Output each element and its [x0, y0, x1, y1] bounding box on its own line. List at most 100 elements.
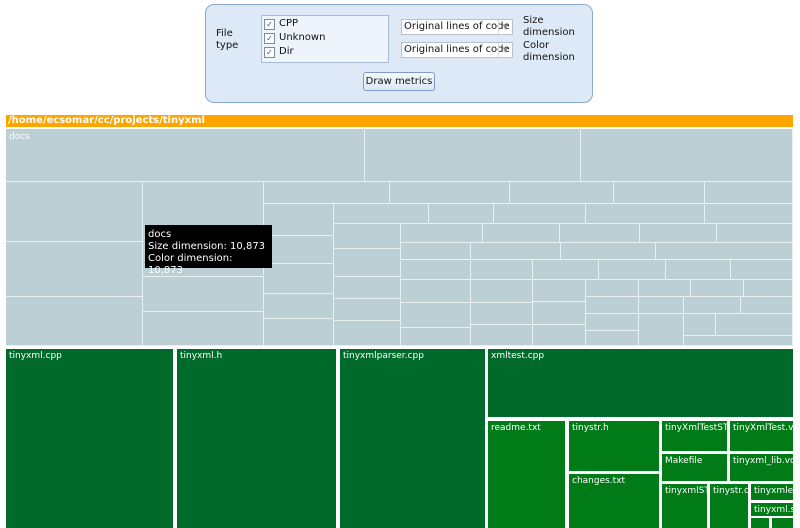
- chevron-down-icon: ▼: [498, 20, 512, 34]
- docs-cell[interactable]: [334, 277, 401, 299]
- treemap-file-tile[interactable]: tinyxmle: [751, 484, 793, 500]
- docs-cell[interactable]: [666, 260, 731, 280]
- docs-cell[interactable]: [716, 314, 793, 336]
- docs-cell[interactable]: [586, 297, 639, 314]
- docs-cell[interactable]: [264, 294, 334, 319]
- docs-cell[interactable]: [560, 224, 640, 243]
- docs-cell[interactable]: [483, 224, 560, 243]
- treemap-file-tile[interactable]: tinyxmlparser.cpp: [340, 349, 485, 528]
- treemap-file-tile[interactable]: tinyxml.s: [751, 503, 793, 516]
- docs-cell[interactable]: [533, 260, 599, 280]
- docs-cell[interactable]: [401, 243, 471, 260]
- docs-cell[interactable]: [471, 303, 533, 325]
- docs-cell[interactable]: [494, 204, 586, 224]
- color-dimension-label: Color dimension: [523, 40, 575, 63]
- treemap-file-tile[interactable]: readme.txt: [488, 421, 565, 528]
- docs-cell[interactable]: [705, 204, 793, 224]
- docs-cell[interactable]: [264, 236, 334, 264]
- treemap-file-tile[interactable]: changes.txt: [569, 474, 659, 528]
- treemap-file-tile[interactable]: tinyxml.h: [177, 349, 336, 528]
- docs-cell[interactable]: [731, 260, 793, 280]
- docs-cell[interactable]: [334, 299, 401, 321]
- checkbox-unknown[interactable]: ✓: [264, 33, 275, 44]
- docs-cell[interactable]: [401, 280, 471, 303]
- draw-metrics-button[interactable]: Draw metrics: [363, 72, 435, 91]
- treemap-docs-tile[interactable]: docs: [6, 129, 793, 346]
- docs-cell[interactable]: [510, 182, 614, 204]
- docs-cell[interactable]: [741, 297, 793, 314]
- docs-cell[interactable]: [6, 182, 143, 242]
- docs-cell[interactable]: [471, 260, 533, 280]
- docs-cell[interactable]: [264, 264, 334, 294]
- checkbox-cpp[interactable]: ✓: [264, 19, 275, 30]
- treemap-file-tile[interactable]: tinystr.h: [569, 421, 659, 471]
- treemap-file-tile[interactable]: tinyxmlST: [662, 484, 707, 528]
- treemap-file-tile[interactable]: [772, 518, 793, 528]
- tooltip-size-line: Size dimension: 10,873: [148, 241, 266, 252]
- treemap-file-tile[interactable]: tinystr.cpp: [710, 484, 748, 528]
- docs-cell[interactable]: [264, 204, 334, 236]
- checkbox-dir[interactable]: ✓: [264, 47, 275, 58]
- docs-cell[interactable]: [639, 280, 691, 297]
- docs-cell[interactable]: [639, 297, 684, 314]
- docs-cell[interactable]: [639, 314, 684, 346]
- docs-cell[interactable]: [401, 260, 471, 280]
- color-dimension-select[interactable]: Original lines of code ▼: [401, 42, 513, 58]
- docs-cell[interactable]: [6, 129, 365, 182]
- docs-cell[interactable]: [614, 182, 705, 204]
- docs-cell[interactable]: [6, 297, 143, 346]
- docs-cell[interactable]: [533, 280, 586, 302]
- docs-cell[interactable]: [143, 312, 264, 346]
- docs-cell[interactable]: [533, 325, 586, 346]
- treemap-file-tile[interactable]: xmltest.cpp: [488, 349, 793, 417]
- file-type-dir[interactable]: ✓ Dir: [264, 45, 294, 58]
- file-type-unknown[interactable]: ✓ Unknown: [264, 31, 325, 44]
- docs-cell[interactable]: [691, 280, 744, 297]
- docs-cell[interactable]: [401, 328, 471, 346]
- docs-cell[interactable]: [390, 182, 510, 204]
- docs-cell[interactable]: [705, 182, 793, 204]
- docs-cell[interactable]: [684, 297, 741, 314]
- treemap-file-tile[interactable]: tinyxml.cpp: [6, 349, 173, 528]
- docs-cell[interactable]: [586, 204, 705, 224]
- treemap-file-tile[interactable]: Makefile: [662, 454, 727, 481]
- docs-cell[interactable]: [471, 325, 533, 346]
- treemap-file-tile[interactable]: tinyxml_lib.vc: [730, 454, 793, 481]
- docs-cell[interactable]: [684, 314, 716, 336]
- docs-cell[interactable]: [656, 243, 793, 260]
- docs-cell[interactable]: [684, 336, 793, 346]
- file-label: changes.txt: [572, 476, 626, 486]
- docs-cell[interactable]: [717, 224, 793, 243]
- docs-cell[interactable]: [264, 319, 334, 346]
- docs-cell[interactable]: [143, 277, 264, 312]
- current-path-bar[interactable]: /home/ecsomar/cc/projects/tinyxml: [6, 115, 793, 127]
- docs-cell[interactable]: [471, 243, 561, 260]
- docs-cell[interactable]: [365, 129, 581, 182]
- docs-cell[interactable]: [401, 224, 483, 243]
- docs-cell[interactable]: [264, 182, 390, 204]
- docs-cell[interactable]: [586, 314, 639, 331]
- docs-label: docs: [9, 132, 30, 142]
- docs-cell[interactable]: [586, 331, 639, 346]
- docs-cell[interactable]: [581, 129, 793, 182]
- docs-cell[interactable]: [533, 302, 586, 325]
- docs-cell[interactable]: [334, 249, 401, 277]
- size-dimension-select[interactable]: Original lines of code ▼: [401, 19, 513, 35]
- docs-cell[interactable]: [334, 321, 401, 346]
- file-type-list[interactable]: ✓ CPP ✓ Unknown ✓ Dir: [261, 15, 389, 63]
- file-type-cpp[interactable]: ✓ CPP: [264, 17, 298, 30]
- docs-cell[interactable]: [561, 243, 656, 260]
- docs-cell[interactable]: [334, 204, 429, 224]
- docs-cell[interactable]: [471, 280, 533, 303]
- docs-cell[interactable]: [640, 224, 717, 243]
- docs-cell[interactable]: [744, 280, 793, 297]
- treemap-file-tile[interactable]: tinyXmlTestST: [662, 421, 727, 451]
- docs-cell[interactable]: [334, 224, 401, 249]
- treemap-file-tile[interactable]: tinyXmlTest.vc: [730, 421, 793, 451]
- docs-cell[interactable]: [401, 303, 471, 328]
- treemap-file-tile[interactable]: [751, 518, 769, 528]
- docs-cell[interactable]: [6, 242, 143, 297]
- docs-cell[interactable]: [586, 280, 639, 297]
- docs-cell[interactable]: [429, 204, 494, 224]
- docs-cell[interactable]: [599, 260, 666, 280]
